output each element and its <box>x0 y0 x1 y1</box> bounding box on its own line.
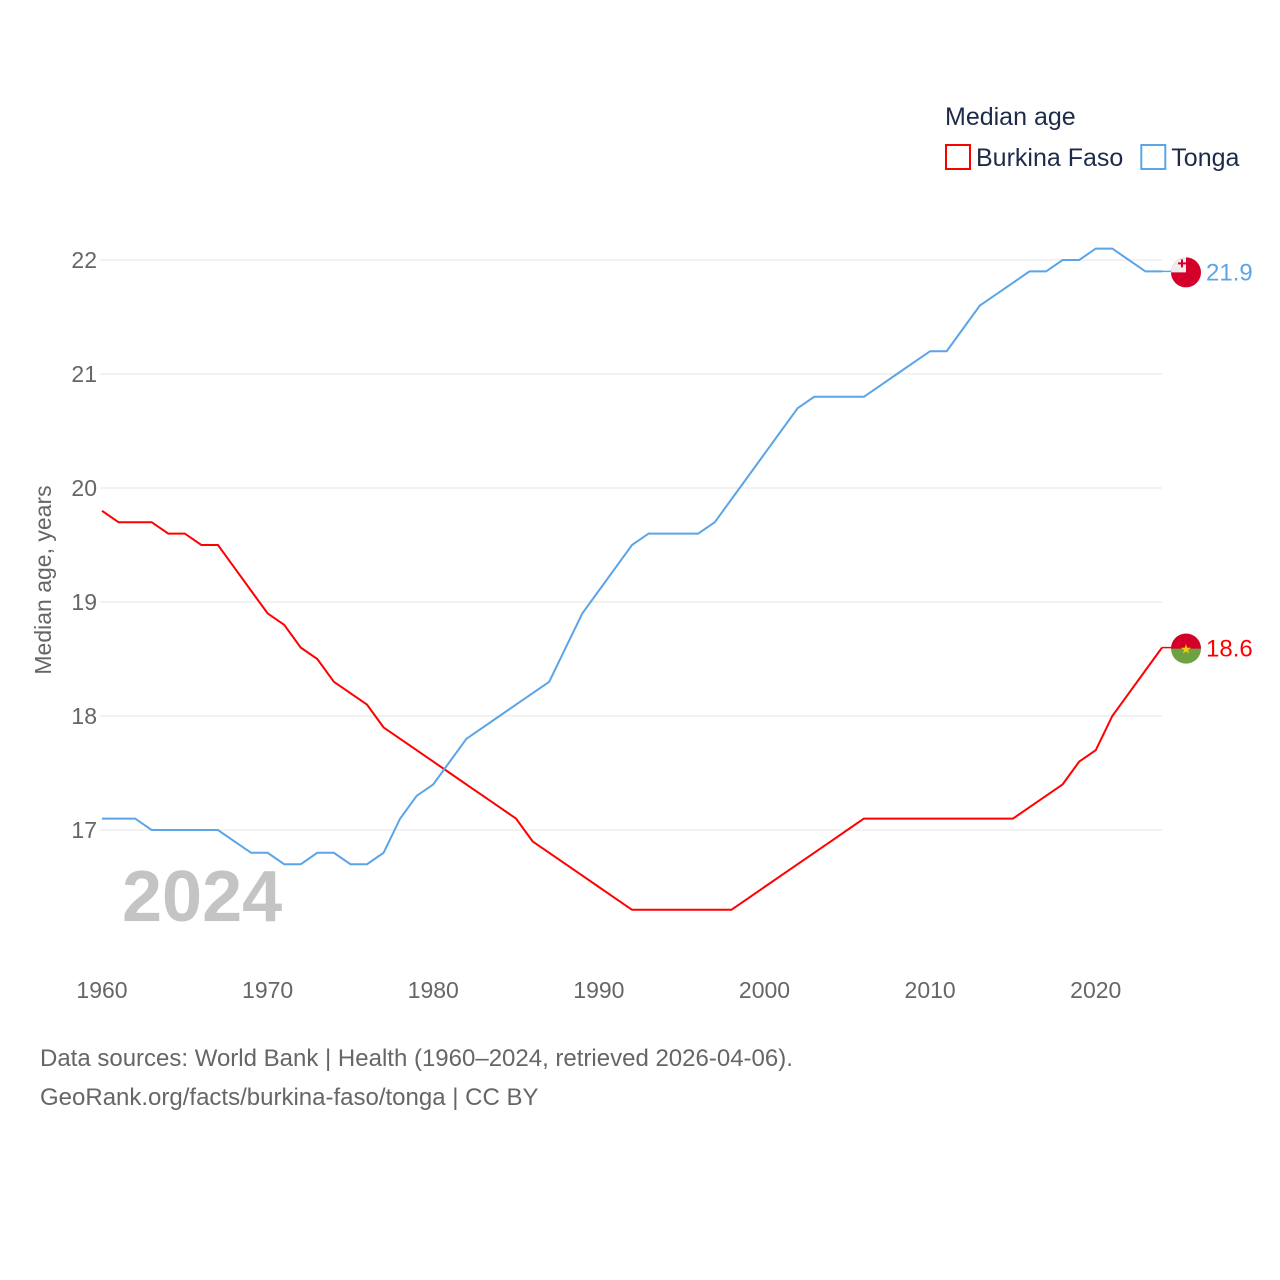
series-line-burkina-faso <box>101 509 1163 911</box>
y-tick-label: 18 <box>71 703 97 729</box>
y-tick-label: 21 <box>71 361 97 387</box>
tonga-flag-cross <box>1178 259 1186 268</box>
y-tick-label: 19 <box>71 589 97 615</box>
legend-swatch <box>1140 144 1167 170</box>
legend-swatch <box>945 144 971 170</box>
end-value-label: 21.9 <box>1206 259 1253 286</box>
star-icon: ★ <box>1180 643 1192 658</box>
x-tick-label: 1980 <box>408 977 459 1003</box>
y-tick-label: 20 <box>71 475 97 501</box>
x-tick-label: 2010 <box>905 977 956 1003</box>
burkina-faso-flag-red <box>1171 633 1201 649</box>
legend-entry: Burkina Faso <box>976 144 1123 172</box>
x-tick-label: 2000 <box>739 977 790 1003</box>
x-tick-label: 2020 <box>1070 977 1121 1003</box>
tonga-flag-canton <box>1171 257 1186 273</box>
attribution-link[interactable]: GeoRank.org/facts/burkina-faso/tonga | C… <box>40 1084 539 1111</box>
end-value-label: 18.6 <box>1206 636 1253 663</box>
legend-title: Median age <box>945 103 1076 131</box>
year-overlay: 2024 <box>122 857 282 937</box>
data-source-note: Data sources: World Bank | Health (1960–… <box>40 1045 793 1072</box>
y-tick-label: 17 <box>71 817 97 843</box>
x-tick-label: 1990 <box>573 977 624 1003</box>
x-tick-label: 1970 <box>242 977 293 1003</box>
legend-entry: Tonga <box>1171 144 1239 172</box>
x-tick-label: 1960 <box>76 977 127 1003</box>
series-line-tonga <box>102 247 1162 866</box>
y-tick-label: 22 <box>71 247 97 273</box>
y-axis-label: Median age, years <box>30 485 56 674</box>
